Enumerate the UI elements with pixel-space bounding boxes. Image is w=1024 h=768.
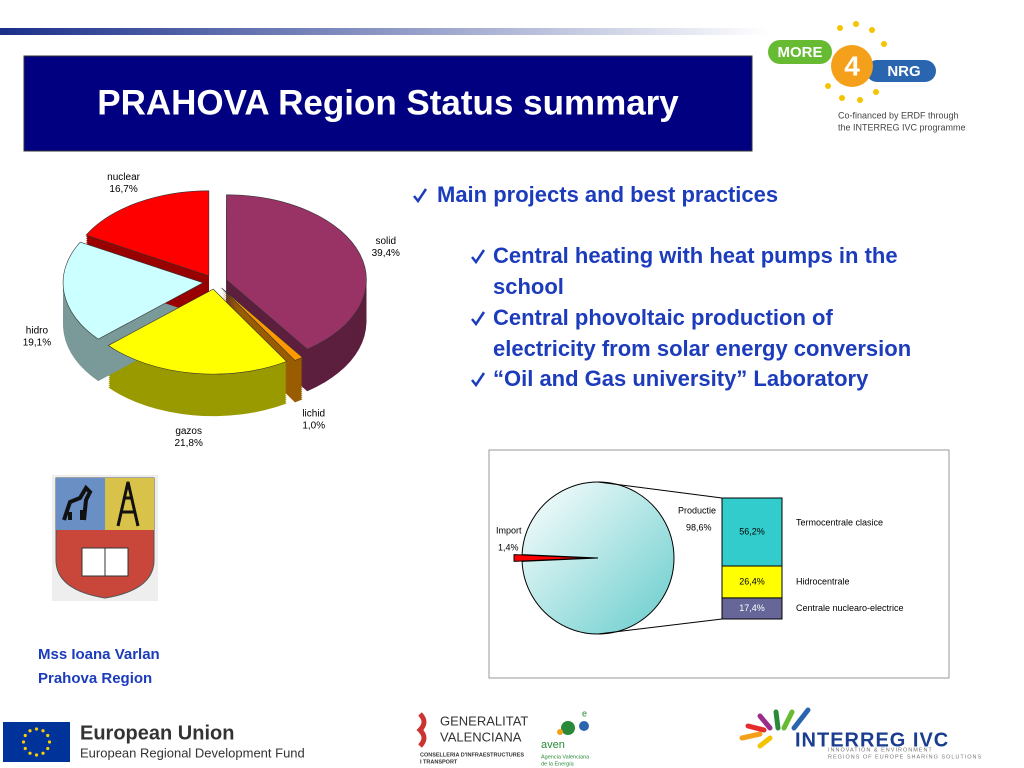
- bar-segment: [721, 597, 783, 620]
- slice-value: 39,4%: [372, 248, 400, 259]
- slice-label: gazos: [175, 426, 202, 437]
- eu-star: [23, 733, 27, 738]
- eu-logo: [3, 722, 70, 762]
- aven-text: Agencia Valenciana: [541, 754, 590, 760]
- segment-value: 56,2%: [739, 526, 765, 536]
- connector: [597, 618, 723, 635]
- slice: [85, 190, 210, 277]
- bullet: school: [493, 274, 564, 299]
- slice-value: 1,0%: [302, 420, 325, 431]
- bullet: Central heating with heat pumps in the: [493, 243, 898, 268]
- pie-slice: [521, 481, 675, 635]
- slice-value: 21,8%: [174, 438, 202, 449]
- eu-star: [41, 729, 45, 733]
- cofinanced: the INTERREG IVC programme: [838, 122, 966, 132]
- title: PRAHOVA Region Status summary: [97, 83, 679, 122]
- crest: [52, 475, 158, 601]
- slice-label: lichid: [302, 408, 325, 419]
- author-region: Prahova Region: [38, 670, 152, 687]
- slice-label: nuclear: [107, 172, 140, 183]
- aven-text: de la Energía: [541, 761, 575, 767]
- interreg: INTERREG IVC: [795, 729, 949, 751]
- bar-segment: [721, 497, 783, 567]
- logo-four: 4: [844, 50, 860, 81]
- segment-value: 17,4%: [739, 603, 765, 613]
- segment-label: Centrale nuclearo-electrice: [796, 603, 904, 613]
- generalitat-emblem: [416, 712, 427, 748]
- eu-star: [28, 729, 32, 733]
- slice-value: 19,1%: [23, 337, 51, 348]
- logo-more: MORE: [778, 44, 823, 61]
- bullet: electricity from solar energy conversion: [493, 336, 911, 361]
- eu-star: [28, 751, 32, 755]
- generalitat-dept: CONSELLERIA D'INFRAESTRUCTURES: [420, 752, 524, 758]
- slice-value: 16,7%: [109, 184, 137, 195]
- connector: [597, 481, 723, 499]
- slice: [62, 241, 204, 340]
- eu-star: [34, 753, 39, 757]
- aven-sup: e: [582, 708, 587, 718]
- eu-star: [23, 746, 27, 751]
- generalitat: GENERALITAT: [440, 713, 528, 728]
- eu-title: European Union: [80, 722, 234, 744]
- logo-nrg: NRG: [887, 63, 920, 80]
- eu-subtitle: European Regional Development Fund: [80, 745, 305, 760]
- bullet: Central phovoltaic production of: [493, 305, 833, 330]
- pie-value: 1,4%: [498, 542, 519, 552]
- bullet: “Oil and Gas university” Laboratory: [493, 366, 869, 391]
- slice: [107, 288, 288, 375]
- generalitat-dept: I TRANSPORT: [420, 759, 458, 765]
- pie-label: Import: [496, 525, 522, 535]
- slice-label: solid: [375, 236, 396, 247]
- slice: [226, 194, 367, 350]
- aven-emblem: [557, 721, 589, 735]
- title-box: [23, 55, 753, 152]
- pie-slice: [513, 554, 591, 562]
- interreg-text: INNOVATION & ENVIRONMENT: [828, 747, 933, 753]
- author-name: Mss Ioana Varlan: [38, 646, 160, 663]
- bullet-main: Main projects and best practices: [437, 182, 778, 207]
- segment-value: 26,4%: [739, 576, 765, 586]
- slice: [221, 287, 304, 361]
- top-band: [0, 28, 770, 35]
- checkmarks: [413, 188, 486, 388]
- eu-star: [46, 746, 50, 751]
- generalitat: VALENCIANA: [440, 729, 522, 744]
- eu-star: [47, 740, 52, 744]
- slice-label: hidro: [26, 325, 49, 336]
- segment-label: Termocentrale clasice: [796, 517, 883, 527]
- interreg-swoosh: [739, 707, 811, 749]
- eu-star: [21, 740, 26, 744]
- eu-star: [46, 733, 50, 738]
- eu-star: [41, 751, 45, 755]
- cofinanced: Co-financed by ERDF through: [838, 110, 959, 120]
- eu-star: [34, 727, 39, 731]
- interreg-text: REGIONS OF EUROPE SHARING SOLUTIONS: [828, 754, 982, 760]
- pie-label: Productie: [678, 505, 716, 515]
- aven: aven: [541, 739, 565, 751]
- segment-label: Hidrocentrale: [796, 576, 850, 586]
- bar-segment: [721, 565, 783, 599]
- more4nrg-logo: MORE 4 NRG Co-financed by ERDF through t…: [768, 21, 966, 132]
- pie-value: 98,6%: [686, 522, 712, 532]
